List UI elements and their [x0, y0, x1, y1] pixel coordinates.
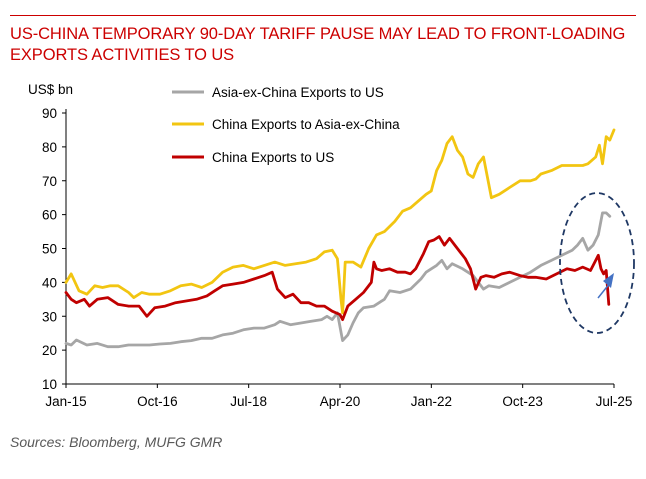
series-line-3 — [64, 235, 611, 321]
y-axis-label: US$ bn — [28, 82, 73, 97]
y-tick-label: 10 — [42, 377, 57, 392]
x-tick-label: Oct-23 — [502, 394, 543, 409]
series-line-2 — [64, 128, 616, 315]
plot-area: 10 20 30 40 50 60 70 80 90 US$ bn Jan-15 Oct-16 Jul-… — [28, 82, 635, 409]
x-tick-label: Jul-18 — [230, 394, 267, 409]
trend-arrow-shaft — [597, 282, 611, 299]
x-tick-label: Jan-22 — [411, 394, 452, 409]
y-tick-label: 20 — [42, 343, 57, 358]
x-tick-label: Jan-15 — [45, 394, 86, 409]
trend-arrow-head — [603, 273, 614, 288]
chart-title: US-CHINA TEMPORARY 90-DAY TARIFF PAUSE M… — [10, 25, 626, 64]
legend-label-1: Asia-ex-China Exports to US — [212, 85, 384, 100]
source-note: Sources: Bloomberg, MUFG GMR — [10, 434, 223, 450]
legend-label-3: China Exports to US — [212, 150, 334, 165]
y-tick-label: 30 — [42, 309, 57, 324]
y-tick-label: 80 — [42, 140, 57, 155]
y-tick-label: 90 — [42, 106, 57, 121]
legend-label-2: China Exports to Asia-ex-China — [212, 117, 400, 132]
x-tick-label: Oct-16 — [137, 394, 178, 409]
y-tick-label: 60 — [42, 208, 57, 223]
title-rule — [10, 15, 636, 16]
y-tick-label: 40 — [42, 275, 57, 290]
y-tick-label: 70 — [42, 174, 57, 189]
x-tick-label: Jul-25 — [596, 394, 633, 409]
y-tick-label: 50 — [42, 242, 57, 257]
series-line-1 — [64, 211, 612, 349]
x-tick-label: Apr-20 — [320, 394, 361, 409]
highlight-ellipse — [559, 192, 635, 334]
